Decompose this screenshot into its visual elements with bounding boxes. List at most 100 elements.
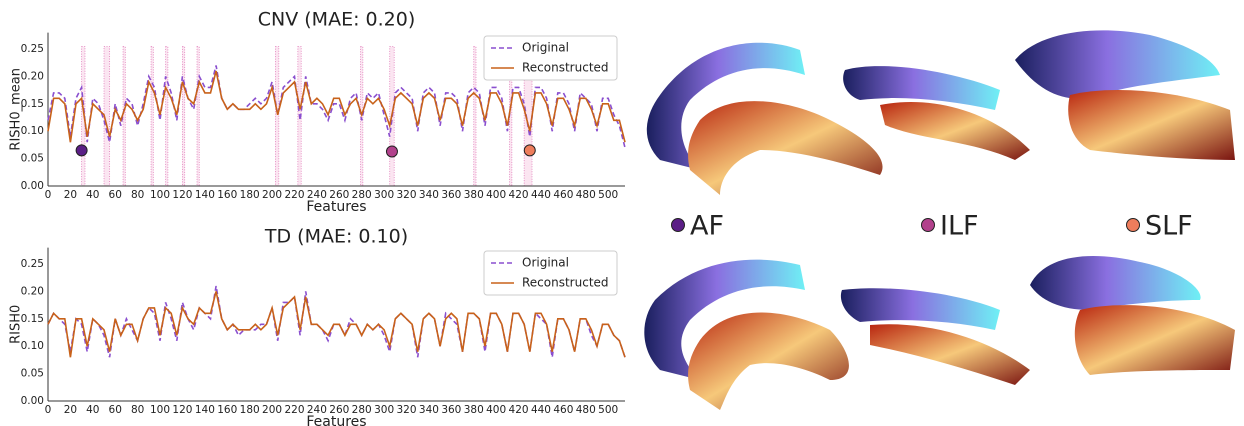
x-tick-label: 340	[419, 189, 439, 201]
y-tick-label: 0.05	[21, 368, 44, 380]
x-tick-label: 400	[486, 189, 506, 201]
y-tick-label: 0.25	[21, 43, 44, 55]
x-tick-label: 240	[307, 189, 327, 201]
x-tick-label: 440	[531, 404, 551, 416]
legend-label: Original	[522, 256, 569, 270]
x-tick-label: 240	[307, 404, 327, 416]
tract-renderings	[644, 30, 1235, 410]
y-tick-label: 0.05	[21, 153, 44, 165]
series-line	[47, 65, 626, 148]
x-tick-label: 120	[172, 189, 192, 201]
legend-box	[483, 35, 618, 81]
x-tick-label: 260	[329, 404, 349, 416]
x-tick-label: 400	[486, 404, 506, 416]
x-tick-label: 60	[109, 404, 122, 416]
x-tick-label: 300	[374, 404, 394, 416]
x-tick-label: 460	[553, 189, 573, 201]
legend-box	[483, 250, 618, 296]
y-tick-label: 0.20	[21, 70, 44, 82]
x-axis-label: Features	[306, 199, 366, 215]
tract-ilf-bottom-hot	[870, 324, 1030, 385]
shaded-range	[196, 46, 200, 187]
x-tick-label: 200	[262, 404, 282, 416]
legend-label: Reconstructed	[522, 61, 609, 75]
chart-title: TD (MAE: 0.10)	[264, 226, 408, 248]
x-tick-label: 140	[195, 404, 215, 416]
x-tick-label: 500	[598, 189, 618, 201]
highlight-marker	[385, 145, 398, 158]
tract-af-top-hot	[688, 101, 883, 195]
tract-ilf-top	[843, 66, 1000, 110]
highlight-marker	[75, 144, 88, 157]
tract-af-bottom	[644, 259, 805, 380]
x-tick-label: 40	[86, 189, 99, 201]
x-tick-label: 260	[329, 189, 349, 201]
tract-ilf-top-hot	[880, 102, 1030, 160]
x-tick-label: 280	[352, 404, 372, 416]
tract-af-top	[646, 42, 805, 170]
x-tick-label: 380	[464, 404, 484, 416]
shaded-range	[275, 46, 280, 187]
y-axis-label: RISH0	[9, 305, 24, 344]
x-tick-label: 420	[509, 189, 529, 201]
legend-label: Reconstructed	[522, 276, 609, 290]
x-tick-label: 100	[150, 189, 170, 201]
x-tick-label: 460	[553, 404, 573, 416]
x-tick-label: 360	[441, 404, 461, 416]
shaded-range	[182, 46, 186, 187]
y-tick-label: 0.10	[21, 125, 44, 137]
tract-slf-top-hot	[1068, 90, 1235, 160]
bundle-swatch	[921, 218, 935, 232]
x-tick-label: 80	[131, 404, 144, 416]
y-tick-label: 0.15	[21, 313, 44, 325]
shaded-range	[473, 46, 477, 187]
shaded-range	[165, 46, 169, 187]
series-line	[47, 291, 626, 358]
x-tick-label: 180	[240, 404, 260, 416]
x-tick-label: 100	[150, 404, 170, 416]
y-tick-label: 0.15	[21, 98, 44, 110]
x-tick-label: 340	[419, 404, 439, 416]
legend-label: Original	[522, 41, 569, 55]
x-tick-label: 480	[576, 189, 596, 201]
x-tick-label: 220	[284, 189, 304, 201]
x-tick-label: 0	[45, 404, 52, 416]
tract-ilf-bottom	[840, 288, 1000, 330]
x-tick-label: 280	[352, 189, 372, 201]
y-tick-label: 0.10	[21, 340, 44, 352]
x-tick-label: 140	[195, 189, 215, 201]
x-tick-label: 160	[217, 189, 237, 201]
x-axis-label: Features	[306, 414, 366, 426]
shaded-range	[150, 46, 154, 187]
series-line	[47, 70, 626, 143]
tract-slf-bottom-hot	[1074, 305, 1235, 375]
x-tick-label: 300	[374, 189, 394, 201]
x-tick-label: 360	[441, 189, 461, 201]
tract-slf-top	[1015, 30, 1220, 99]
x-tick-label: 500	[598, 404, 618, 416]
x-tick-label: 20	[64, 404, 77, 416]
chart-title: CNV (MAE: 0.20)	[258, 9, 415, 31]
y-tick-label: 0.25	[21, 258, 44, 270]
bundle-swatch	[671, 218, 685, 232]
highlight-marker	[523, 144, 536, 157]
x-tick-label: 200	[262, 189, 282, 201]
x-tick-label: 180	[240, 189, 260, 201]
x-tick-label: 80	[131, 189, 144, 201]
tract-slf-bottom	[1030, 255, 1201, 310]
series-line	[47, 285, 626, 358]
x-tick-label: 40	[86, 404, 99, 416]
x-tick-label: 320	[397, 189, 417, 201]
x-tick-label: 440	[531, 189, 551, 201]
x-tick-label: 120	[172, 404, 192, 416]
y-tick-label: 0.00	[21, 180, 44, 192]
x-tick-label: 480	[576, 404, 596, 416]
x-tick-label: 0	[45, 189, 52, 201]
shaded-range	[122, 46, 126, 187]
bundle-swatch	[1126, 218, 1140, 232]
x-tick-label: 160	[217, 404, 237, 416]
x-tick-label: 220	[284, 404, 304, 416]
x-tick-label: 20	[64, 189, 77, 201]
